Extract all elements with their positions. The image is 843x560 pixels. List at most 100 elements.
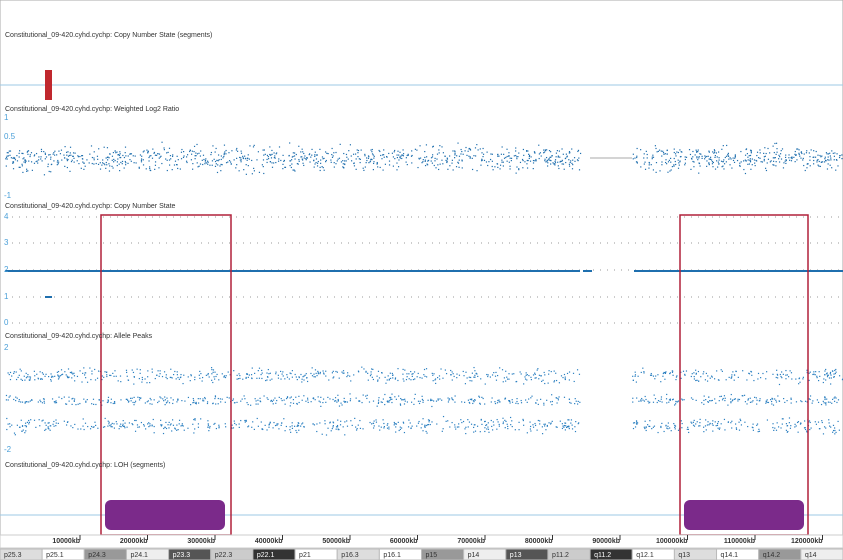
point (331, 147, 333, 150)
point (118, 428, 120, 430)
point (25, 170, 28, 172)
point (673, 148, 675, 150)
point (432, 380, 434, 382)
point (315, 161, 317, 164)
point (384, 376, 386, 378)
point (571, 162, 573, 164)
point (770, 400, 773, 403)
point (304, 155, 306, 157)
point (563, 396, 566, 398)
point (216, 159, 218, 161)
point (283, 399, 285, 401)
point (543, 152, 545, 154)
point (572, 372, 575, 374)
point (692, 424, 695, 426)
point (759, 157, 761, 159)
point (751, 164, 753, 166)
point (772, 426, 774, 429)
point (370, 149, 372, 151)
point (35, 152, 38, 155)
point (705, 419, 707, 421)
cytoband-label: p16.1 (383, 552, 401, 559)
point (157, 370, 159, 372)
point (817, 401, 820, 404)
point (199, 163, 202, 165)
point (340, 161, 343, 163)
point (367, 372, 369, 374)
point (823, 402, 825, 404)
point (773, 164, 775, 166)
point (508, 161, 510, 163)
point (434, 160, 436, 162)
point (546, 160, 548, 162)
point (473, 155, 475, 157)
point (18, 399, 20, 401)
point (801, 401, 803, 403)
point (147, 376, 149, 378)
point (169, 424, 171, 426)
point (73, 400, 75, 402)
point (432, 374, 434, 376)
point (73, 398, 76, 400)
point (112, 151, 115, 154)
point (149, 169, 151, 171)
point (51, 375, 53, 377)
point (784, 160, 786, 162)
point (269, 421, 271, 423)
point (388, 401, 390, 403)
point (827, 401, 830, 403)
point (732, 159, 735, 162)
point (367, 379, 369, 381)
point (316, 154, 318, 156)
point (322, 370, 324, 372)
point (18, 152, 20, 154)
point (632, 401, 634, 403)
point (411, 150, 413, 152)
point (661, 422, 663, 425)
point (332, 422, 335, 424)
loh-segment[interactable] (684, 500, 804, 530)
point (804, 420, 806, 422)
point (729, 398, 732, 400)
point (266, 158, 268, 161)
point (25, 372, 27, 374)
point (779, 153, 782, 155)
point (159, 396, 161, 398)
cn-segment[interactable] (45, 70, 52, 100)
point (36, 373, 38, 375)
point (402, 368, 404, 371)
point (550, 160, 552, 162)
point (451, 162, 453, 164)
loh-segment[interactable] (105, 500, 225, 530)
point (390, 398, 392, 400)
point (26, 151, 28, 153)
point (718, 159, 720, 161)
point (640, 400, 642, 402)
point (763, 156, 765, 158)
point (274, 397, 276, 399)
point (339, 143, 341, 145)
point (271, 166, 274, 168)
point (647, 424, 649, 426)
point (141, 378, 144, 381)
point (126, 375, 128, 377)
point (170, 397, 172, 399)
point (830, 426, 832, 428)
point (790, 402, 792, 404)
point (47, 426, 49, 428)
point (704, 156, 707, 158)
point (391, 398, 393, 400)
point (82, 161, 84, 163)
point (322, 398, 325, 400)
point (710, 400, 712, 402)
point (645, 398, 647, 401)
point (822, 400, 824, 402)
point (331, 428, 333, 430)
point (325, 370, 327, 372)
point (646, 157, 648, 159)
point (523, 154, 525, 156)
point (72, 152, 75, 154)
point (239, 377, 241, 380)
point (566, 156, 568, 158)
point (662, 152, 665, 154)
